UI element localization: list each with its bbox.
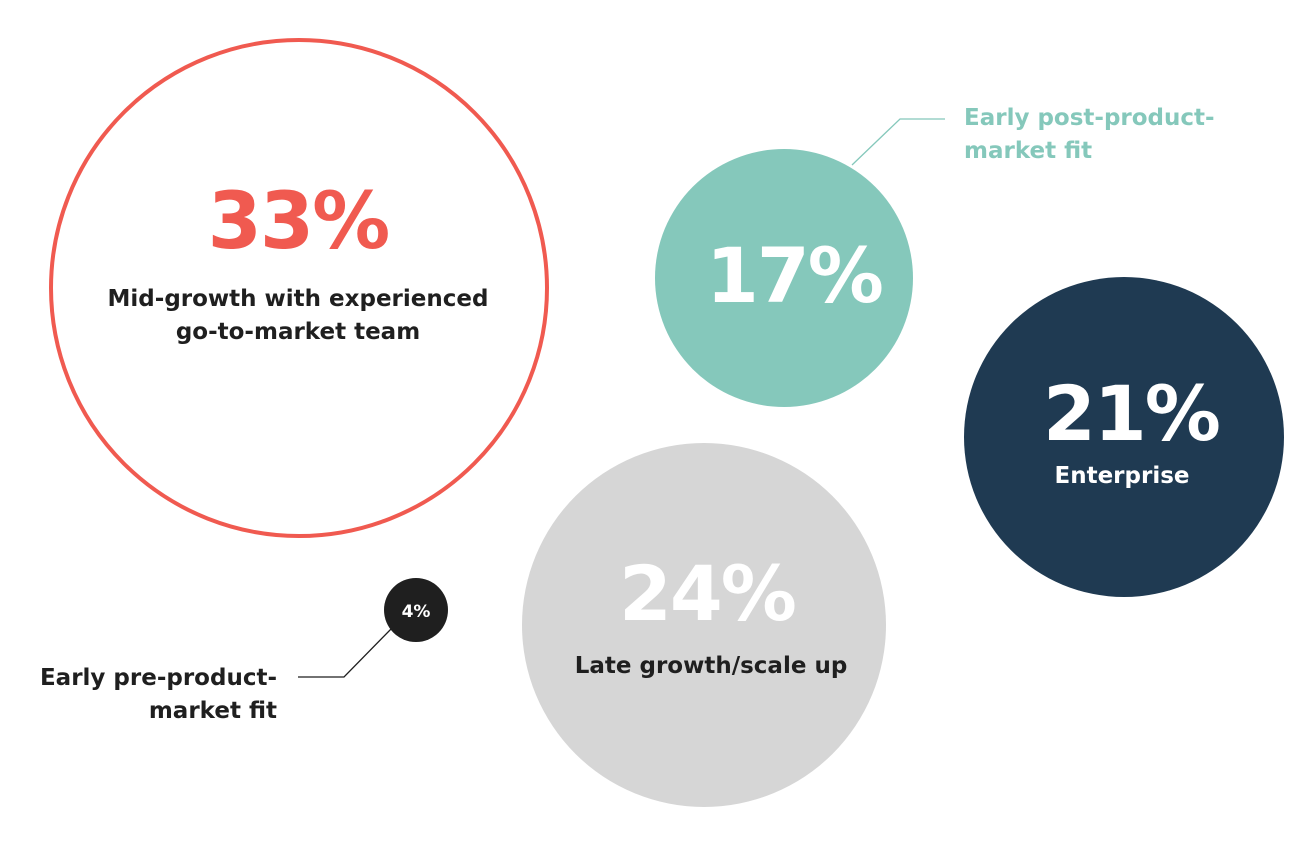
bubble-early-post-pmf [655, 149, 913, 407]
value-label-mid-growth: 33% [208, 177, 389, 267]
bubble-enterprise [964, 277, 1284, 597]
category-label-early-pre-pmf-line-2: market fit [149, 698, 277, 724]
leader-line-early-pre-pmf [298, 627, 393, 678]
value-label-early-pre-pmf: 4% [402, 602, 431, 622]
value-label-late-growth: 24% [619, 549, 795, 638]
bubble-early-pre-pmf [384, 578, 448, 642]
category-label-late-growth: Late growth/scale up [575, 653, 848, 679]
value-label-enterprise: 21% [1043, 369, 1219, 458]
category-label-early-post-pmf-line-1: Early post-product- [964, 105, 1215, 131]
category-label-mid-growth-line-1: Mid-growth with experienced [108, 286, 489, 312]
category-label-early-post-pmf-line-2: market fit [964, 138, 1092, 164]
bubble-late-growth [522, 443, 886, 807]
bubble-mid-growth [49, 38, 549, 538]
value-label-early-post-pmf: 17% [706, 231, 882, 320]
category-label-early-pre-pmf-line-1: Early pre-product- [40, 665, 277, 691]
category-label-enterprise: Enterprise [1054, 463, 1189, 489]
category-label-mid-growth-line-2: go-to-market team [176, 319, 420, 345]
leader-line-early-post-pmf [851, 118, 945, 166]
